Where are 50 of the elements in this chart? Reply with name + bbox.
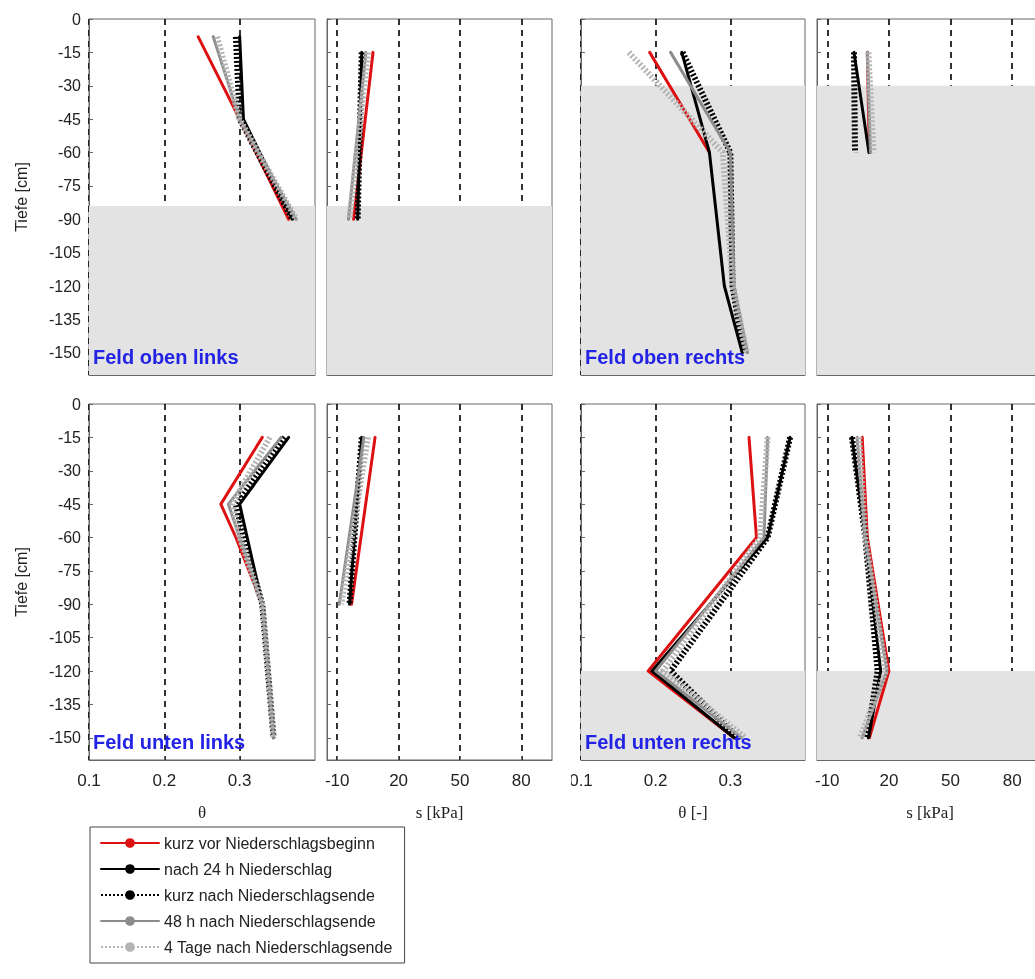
x-tick-label: 20	[389, 771, 409, 790]
y-tick-label: -135	[48, 310, 82, 328]
y-tick-label: -90	[57, 210, 82, 228]
x-tick-label: 0.2	[643, 771, 668, 790]
x-tick-label: 50	[450, 771, 470, 790]
y-tick-label: -105	[48, 244, 82, 262]
y-tick-label: -75	[57, 177, 82, 195]
y-tick-label: 0	[72, 10, 82, 28]
y-tick-label: -150	[48, 729, 82, 747]
annotation: Feld unten rechts	[585, 731, 752, 753]
x-tick-label: 0.1	[77, 771, 101, 790]
y-tick-label: -60	[57, 529, 82, 546]
x-axis-title: θ [-]	[678, 803, 708, 822]
legend-label: 48 h nach Niederschlagsende	[164, 912, 376, 930]
y-tick-label: -135	[48, 695, 82, 713]
y-tick-label: -45	[57, 110, 82, 128]
x-tick-label: -10	[324, 771, 350, 790]
x-axis-title: s [kPa]	[415, 803, 464, 822]
y-tick-label: -75	[57, 562, 82, 580]
y-tick-label: -45	[57, 495, 82, 513]
y-tick-label: -90	[57, 595, 82, 613]
x-tick-label: 0.3	[227, 771, 252, 790]
y-tick-label: -150	[48, 344, 82, 362]
y-tick-label: 0	[72, 395, 82, 413]
annotation: Feld oben links	[93, 346, 239, 368]
x-tick-label: 0.3	[718, 771, 743, 790]
annotation: Feld unten links	[93, 731, 246, 753]
legend-label: kurz vor Niederschlagsbeginn	[164, 834, 375, 852]
x-tick-label: 0.2	[152, 771, 177, 790]
x-axis-title: θ	[197, 803, 207, 822]
y-axis-title: Tiefe [cm]	[12, 162, 30, 232]
y-tick-label: -120	[48, 662, 82, 680]
legend-label: nach 24 h Niederschlag	[164, 860, 333, 878]
x-tick-label: 20	[879, 771, 899, 790]
x-axis-title: s [kPa]	[906, 803, 954, 822]
x-tick-label: 80	[511, 771, 531, 790]
y-tick-label: -30	[57, 462, 82, 480]
legend-label: 4 Tage nach Niederschlagsende	[164, 938, 393, 956]
y-tick-label: -105	[48, 629, 82, 647]
y-tick-label: -30	[57, 77, 82, 95]
x-tick-label: 50	[941, 771, 961, 790]
y-tick-label: -15	[57, 428, 82, 446]
y-tick-label: -120	[48, 277, 82, 295]
y-tick-label: -60	[57, 144, 82, 161]
y-axis-title: Tiefe [cm]	[12, 547, 30, 617]
legend-label: kurz nach Niederschlagsende	[164, 886, 375, 904]
x-tick-label: -10	[814, 771, 840, 790]
y-tick-label: -15	[57, 43, 82, 61]
annotation: Feld oben rechts	[585, 346, 746, 368]
x-tick-label: 80	[1002, 771, 1022, 790]
